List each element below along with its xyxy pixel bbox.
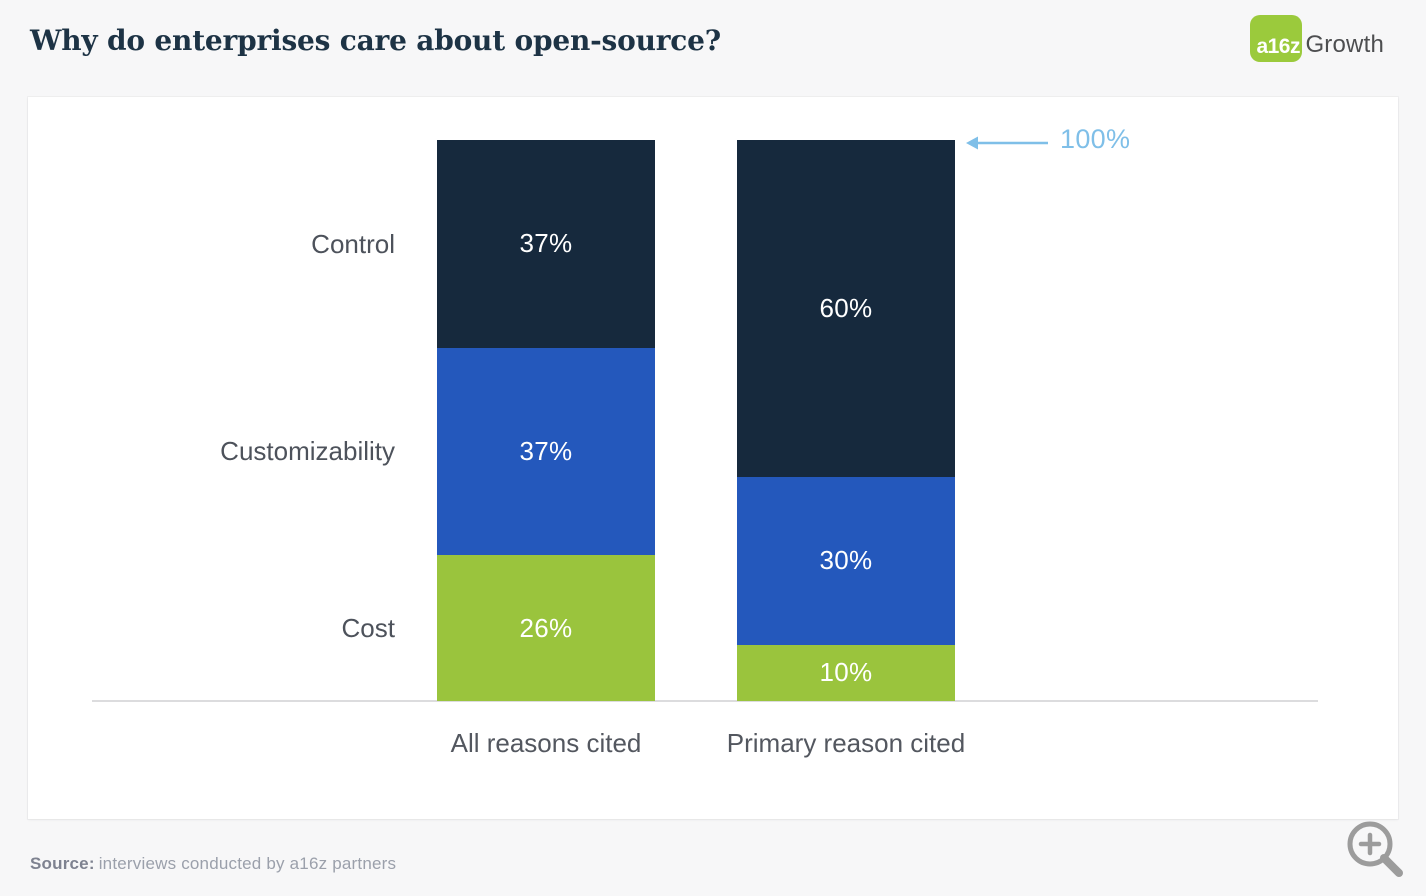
bar-segment-cost: 10% [737, 644, 955, 701]
source-label: Source: [30, 854, 95, 873]
series-label-customizability: Customizability [220, 436, 395, 467]
arrow-left-icon [966, 136, 1048, 150]
zoom-button[interactable] [1342, 816, 1410, 884]
bar-segment-cost: 26% [437, 555, 655, 701]
segment-value-label: 30% [819, 545, 873, 576]
chart-card: 100% 37% 37% 26% All reasons cited 60% 30% 10%… [28, 97, 1398, 819]
page-header: Why do enterprises care about open-sourc… [0, 0, 1426, 80]
bar-segment-control: 60% [737, 140, 955, 477]
segment-value-label: 10% [819, 657, 873, 688]
page-title: Why do enterprises care about open-sourc… [30, 24, 721, 57]
a16z-logo-icon: a16z [1250, 15, 1303, 62]
source-text: interviews conducted by a16z partners [98, 854, 397, 873]
segment-value-label: 37% [519, 435, 573, 466]
x-axis-line [92, 700, 1318, 702]
category-label: All reasons cited [450, 728, 642, 758]
segment-value-label: 37% [519, 228, 573, 259]
plot-area: 100% 37% 37% 26% All reasons cited 60% 30% 10%… [28, 97, 1398, 819]
segment-value-label: 60% [819, 292, 873, 323]
series-label-control: Control [311, 228, 395, 259]
category-label: Primary reason cited [726, 728, 966, 758]
bar-segment-customizability: 30% [737, 476, 955, 645]
source-note: Source: interviews conducted by a16z part… [30, 854, 396, 874]
a16z-growth-logo: a16z Growth [1250, 15, 1384, 62]
series-label-cost: Cost [341, 613, 395, 644]
total-annotation-label: 100% [1060, 124, 1131, 154]
segment-value-label: 26% [519, 612, 573, 643]
logo-wordmark: Growth [1305, 31, 1384, 58]
bar-segment-control: 37% [437, 140, 655, 348]
magnifier-plus-icon [1347, 821, 1403, 877]
bar-segment-customizability: 37% [437, 347, 655, 556]
